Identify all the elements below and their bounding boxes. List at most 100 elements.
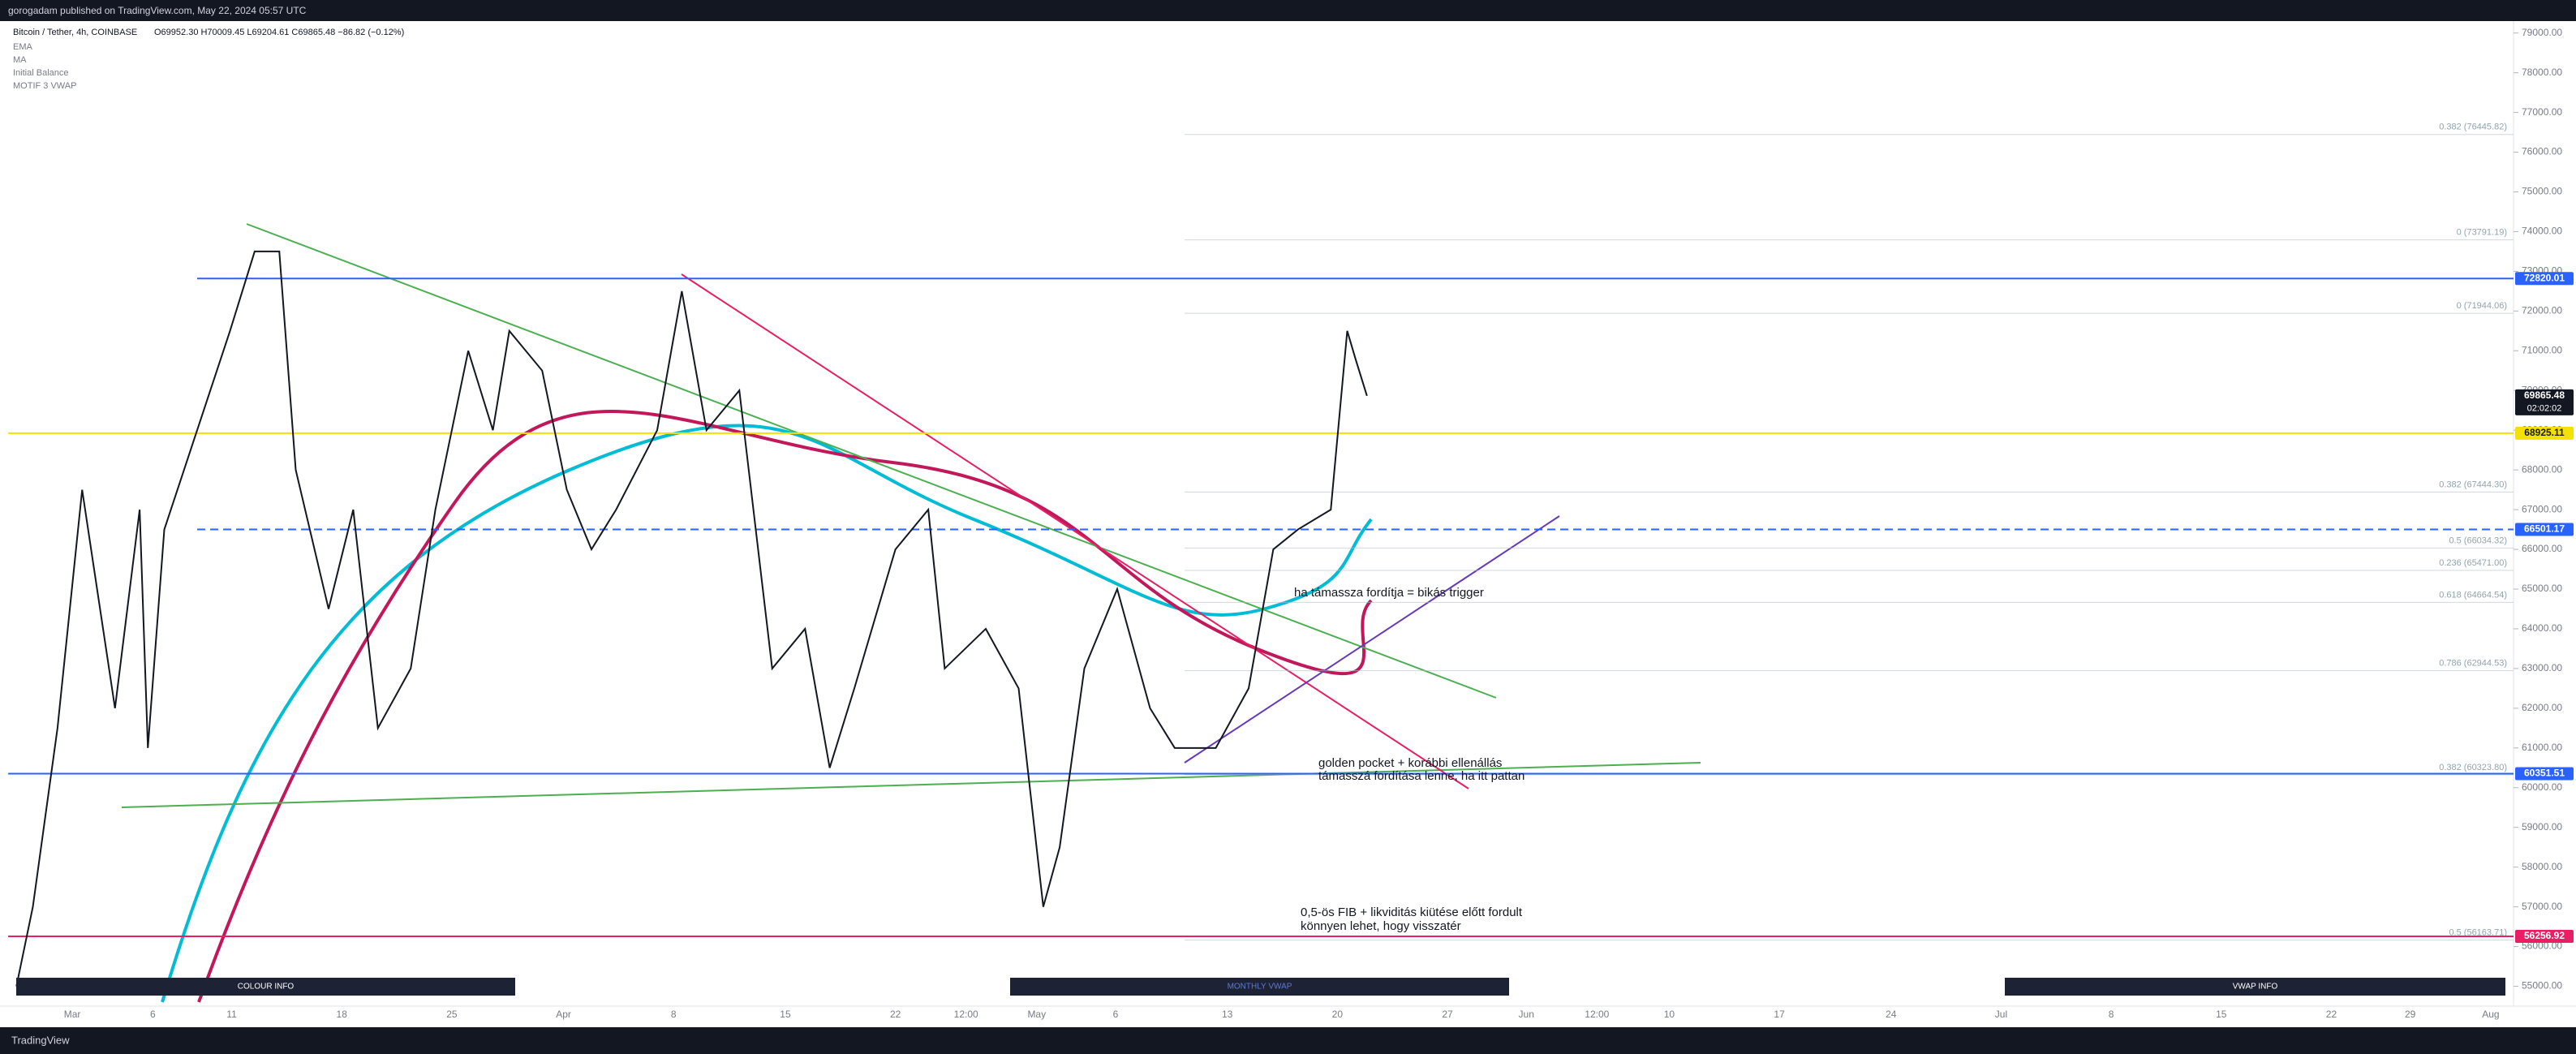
y-tick-label: 61000.00: [2522, 742, 2562, 753]
y-tick-label: 76000.00: [2522, 146, 2562, 157]
trendline: [121, 762, 1701, 808]
x-tick-label: 8: [671, 1009, 677, 1020]
price-badge: [2515, 523, 2574, 536]
x-tick-label: 22: [2326, 1009, 2337, 1020]
info-panel: [1010, 978, 1509, 996]
x-tick-label: 6: [150, 1009, 156, 1020]
ohlc: O69952.30 H70009.45 L69204.61 C69865.48 …: [154, 28, 404, 37]
y-tick-label: 77000.00: [2522, 106, 2562, 118]
info-panel: [16, 978, 515, 996]
trendline: [246, 223, 1497, 699]
x-tick-label: 18: [337, 1009, 348, 1020]
fib-label: 0.236 (65471.00): [2439, 558, 2507, 568]
x-tick-label: 22: [890, 1009, 901, 1020]
y-tick-label: 66000.00: [2522, 543, 2562, 554]
x-tick-label: 20: [1332, 1009, 1344, 1020]
annotation: ha támassza fordítja = bikás trigger: [1294, 586, 1484, 600]
price-badge-label: 60351.51: [2524, 768, 2565, 779]
trendline: [1184, 515, 1560, 764]
price-badge-label: 56256.92: [2524, 930, 2565, 941]
x-tick-label: 24: [1886, 1009, 1897, 1020]
y-tick-label: 68000.00: [2522, 463, 2562, 475]
y-tick-label: 78000.00: [2522, 67, 2562, 78]
x-tick-label: 15: [780, 1009, 791, 1020]
price-line: [15, 250, 1368, 987]
y-tick-label: 75000.00: [2522, 186, 2562, 197]
fib-label: 0.618 (64664.54): [2439, 590, 2507, 600]
fib-label: 0.382 (76445.82): [2439, 123, 2507, 132]
x-tick-label: 12:00: [1585, 1009, 1609, 1020]
x-tick-label: Aug: [2482, 1009, 2499, 1020]
indicator-name: Initial Balance: [13, 68, 69, 78]
fib-label: 0.382 (60323.80): [2439, 763, 2507, 772]
x-tick-label: 8: [2109, 1009, 2114, 1020]
y-tick-label: 65000.00: [2522, 583, 2562, 594]
annotation: golden pocket + korábbi ellenállás: [1318, 756, 1502, 770]
price-badge-label: 69865.48: [2524, 389, 2565, 401]
x-tick-label: May: [1027, 1009, 1046, 1020]
y-tick-label: 67000.00: [2522, 503, 2562, 514]
fib-label: 0.382 (67444.30): [2439, 480, 2507, 489]
x-tick-label: Mar: [64, 1009, 81, 1020]
fib-label: 0.786 (62944.53): [2439, 659, 2507, 669]
y-tick-label: 71000.00: [2522, 344, 2562, 355]
price-badge: [2515, 272, 2574, 286]
y-tick-label: 60000.00: [2522, 781, 2562, 793]
y-tick-label: 58000.00: [2522, 861, 2562, 872]
ema: [161, 424, 1373, 1003]
price-badge: [2515, 389, 2574, 415]
x-tick-label: 12:00: [954, 1009, 978, 1020]
publish-info: gorogadam published on TradingView.com, …: [8, 5, 307, 16]
drawings: [121, 223, 1701, 1003]
y-tick-label: 64000.00: [2522, 622, 2562, 634]
price-badge-label: 66501.17: [2524, 523, 2565, 535]
trendline: [681, 273, 1469, 789]
x-tick-label: Jul: [1995, 1009, 2007, 1020]
price-badge: [2515, 929, 2574, 943]
y-tick-label: 57000.00: [2522, 901, 2562, 912]
info-panel: [2005, 978, 2505, 996]
x-tick-label: 15: [2216, 1009, 2227, 1020]
x-tick-label: 13: [1222, 1009, 1233, 1020]
annotation: könnyen lehet, hogy visszatér: [1301, 919, 1461, 933]
x-tick-label: 6: [1113, 1009, 1119, 1020]
price-badge-label: 72820.01: [2524, 272, 2565, 283]
y-tick-label: 55000.00: [2522, 980, 2562, 992]
info-panel-label: MONTHLY VWAP: [1228, 983, 1292, 992]
y-tick-label: 62000.00: [2522, 702, 2562, 713]
symbol: Bitcoin / Tether, 4h, COINBASE: [13, 28, 137, 37]
y-tick-label: 79000.00: [2522, 27, 2562, 38]
indicator-name: MA: [13, 55, 27, 65]
top-bar: [0, 0, 2576, 21]
price-badge: [2515, 426, 2574, 440]
brand: TradingView: [11, 1034, 70, 1046]
fib-label: 0 (73791.19): [2457, 228, 2507, 238]
indicator-name: EMA: [13, 42, 33, 52]
price-badge-label: 68925.11: [2524, 427, 2565, 438]
annotation: támasszá fordítása lenne, ha itt pattan: [1318, 769, 1525, 783]
price-badge: [2515, 767, 2574, 781]
indicator-name: MOTIF 3 VWAP: [13, 81, 76, 91]
y-tick-label: 74000.00: [2522, 226, 2562, 237]
x-tick-label: 17: [1774, 1009, 1785, 1020]
ma: [197, 409, 1373, 1003]
fib-label: 0.5 (56163.71): [2449, 927, 2507, 937]
fib-label: 0 (71944.06): [2457, 301, 2507, 311]
fib-label: 0.5 (66034.32): [2449, 536, 2507, 545]
x-tick-label: 10: [1664, 1009, 1675, 1020]
x-tick-label: 11: [226, 1009, 237, 1020]
info-panel-label: COLOUR INFO: [238, 983, 295, 992]
countdown: 02:02:02: [2527, 404, 2562, 414]
y-tick-label: 59000.00: [2522, 821, 2562, 832]
y-tick-label: 72000.00: [2522, 305, 2562, 316]
x-tick-label: 27: [1442, 1009, 1453, 1020]
x-tick-label: 25: [446, 1009, 458, 1020]
annotation: 0,5-ös FIB + likviditás kiütése előtt fo…: [1301, 906, 1523, 919]
x-tick-label: Apr: [556, 1009, 571, 1020]
y-tick-label: 63000.00: [2522, 662, 2562, 673]
bottom-bar: [0, 1027, 2576, 1054]
x-tick-label: 29: [2405, 1009, 2416, 1020]
x-tick-label: Jun: [1519, 1009, 1534, 1020]
